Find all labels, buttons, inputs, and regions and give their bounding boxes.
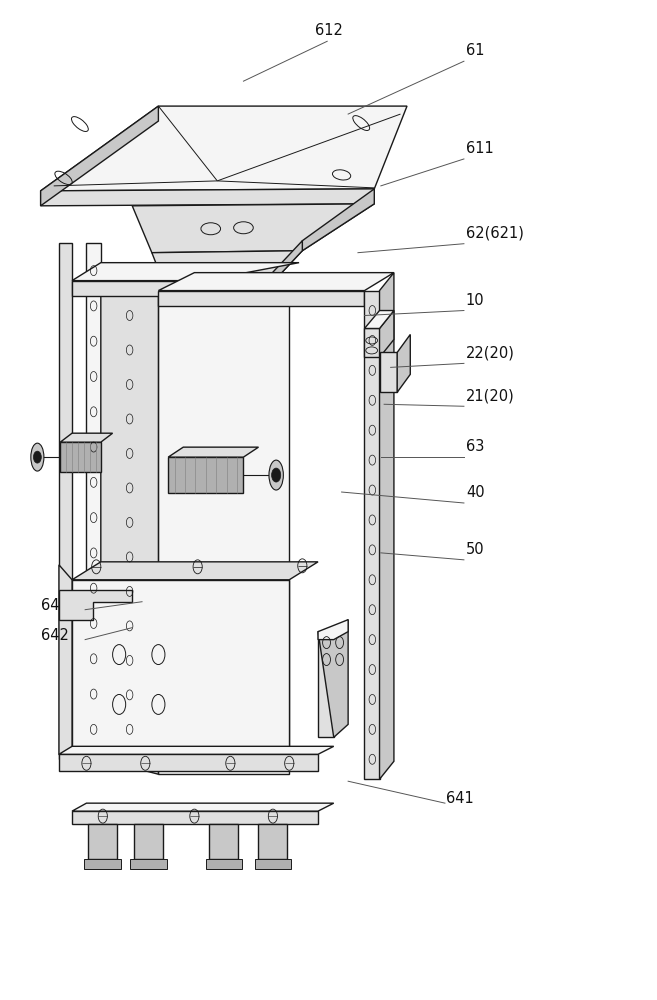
Text: 63: 63 [466, 439, 484, 454]
Polygon shape [59, 590, 132, 620]
Polygon shape [380, 273, 394, 779]
Polygon shape [258, 824, 287, 859]
Polygon shape [59, 746, 334, 754]
Polygon shape [158, 291, 365, 306]
Polygon shape [134, 824, 163, 859]
Polygon shape [365, 328, 380, 357]
Polygon shape [254, 859, 291, 869]
Polygon shape [158, 296, 289, 774]
Polygon shape [72, 562, 318, 580]
Polygon shape [132, 204, 374, 253]
Ellipse shape [31, 443, 44, 471]
Polygon shape [318, 620, 348, 640]
Polygon shape [397, 334, 410, 392]
Text: 40: 40 [466, 485, 484, 500]
Text: 612: 612 [315, 23, 342, 38]
Circle shape [271, 468, 281, 482]
Polygon shape [168, 457, 244, 493]
Polygon shape [380, 311, 394, 357]
Polygon shape [59, 754, 318, 771]
Polygon shape [158, 273, 394, 291]
Text: 61: 61 [466, 43, 484, 58]
Polygon shape [41, 106, 158, 206]
Polygon shape [152, 251, 302, 295]
Text: 10: 10 [466, 293, 484, 308]
Polygon shape [59, 243, 72, 759]
Polygon shape [168, 447, 258, 457]
Polygon shape [101, 281, 158, 774]
Polygon shape [380, 352, 397, 392]
Text: 22(20): 22(20) [466, 345, 515, 360]
Polygon shape [318, 620, 348, 737]
Polygon shape [89, 824, 117, 859]
Polygon shape [72, 281, 204, 296]
Polygon shape [72, 803, 334, 811]
Text: 642: 642 [41, 628, 68, 643]
Text: 21(20): 21(20) [466, 388, 514, 403]
Polygon shape [168, 293, 263, 305]
Polygon shape [302, 189, 374, 251]
Polygon shape [60, 433, 112, 442]
Polygon shape [210, 824, 238, 859]
Text: 611: 611 [466, 141, 493, 156]
Text: 641: 641 [446, 791, 474, 806]
Polygon shape [72, 580, 289, 769]
Polygon shape [60, 442, 101, 472]
Polygon shape [263, 241, 302, 293]
Polygon shape [85, 859, 121, 869]
Polygon shape [87, 243, 101, 759]
Polygon shape [72, 263, 299, 281]
Text: 50: 50 [466, 542, 484, 557]
Text: 62(621): 62(621) [466, 226, 524, 241]
Polygon shape [59, 565, 72, 769]
Polygon shape [130, 859, 167, 869]
Polygon shape [72, 811, 318, 824]
Text: 64: 64 [41, 598, 59, 613]
Polygon shape [41, 106, 407, 191]
Polygon shape [365, 291, 380, 779]
Circle shape [34, 451, 41, 463]
Polygon shape [365, 311, 394, 328]
Ellipse shape [269, 460, 283, 490]
Polygon shape [206, 859, 242, 869]
Polygon shape [41, 189, 374, 206]
Polygon shape [318, 632, 334, 737]
